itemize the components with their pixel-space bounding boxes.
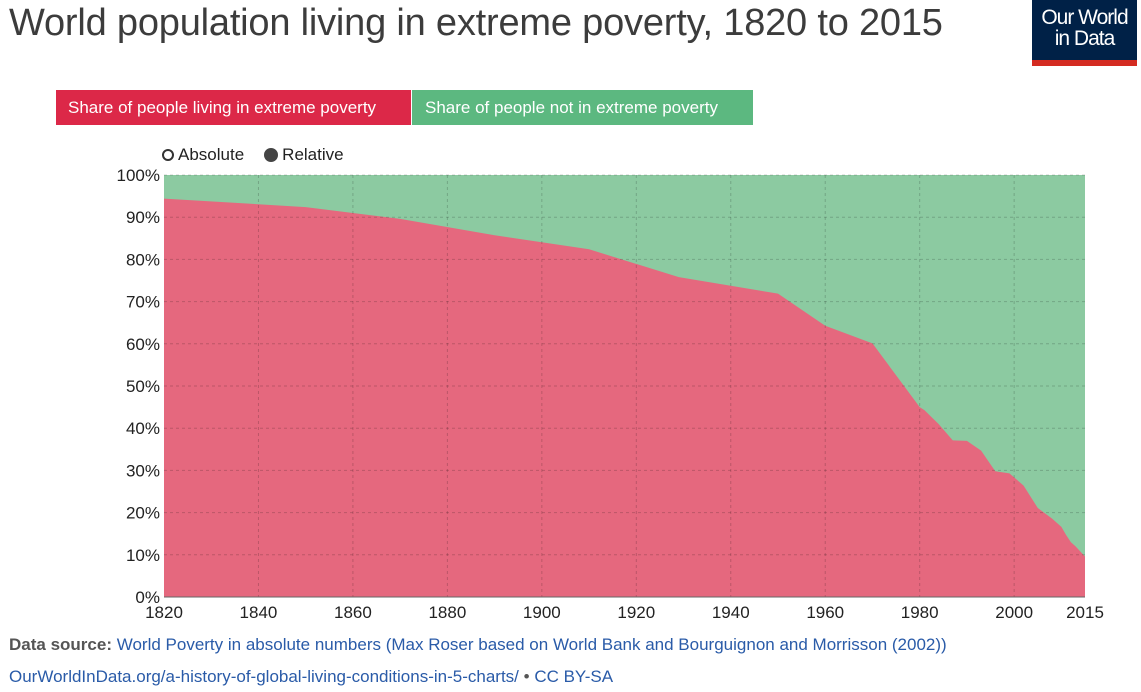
relative-option[interactable]: Relative (264, 145, 344, 165)
url-line: OurWorldInData.org/a-history-of-global-l… (9, 667, 613, 687)
data-source-link[interactable]: World Poverty in absolute numbers (Max R… (116, 635, 947, 654)
article-url-link[interactable]: OurWorldInData.org/a-history-of-global-l… (9, 667, 519, 686)
y-tick-label: 40% (126, 419, 160, 438)
area-chart: 0% 10% 20% 30% 40% 50% 60% 70% 80% 90% 100% 1820 184… (117, 166, 1104, 622)
x-tick-label: 2000 (995, 603, 1033, 622)
x-tick-label: 1980 (901, 603, 939, 622)
chart-legend: Share of people living in extreme povert… (56, 90, 753, 125)
owid-logo[interactable]: Our World in Data (1032, 0, 1137, 66)
separator: • (523, 667, 530, 686)
legend-key-extreme-poverty[interactable]: Share of people living in extreme povert… (56, 90, 411, 125)
y-tick-label: 90% (126, 208, 160, 227)
logo-line-2: in Data (1054, 27, 1116, 50)
x-tick-label: 1880 (428, 603, 466, 622)
data-source-label: Data source: (9, 635, 112, 654)
y-tick-label: 30% (126, 461, 160, 480)
x-tick-label: 1820 (145, 603, 183, 622)
license-link[interactable]: CC BY-SA (534, 667, 614, 686)
data-source-line: Data source: World Poverty in absolute n… (9, 635, 947, 655)
relative-label: Relative (282, 145, 344, 164)
legend-key-not-extreme-poverty[interactable]: Share of people not in extreme poverty (412, 90, 753, 125)
area-extreme-poverty (164, 198, 1085, 597)
y-tick-label: 80% (126, 250, 160, 269)
x-tick-label: 1940 (712, 603, 750, 622)
absolute-option[interactable]: Absolute (162, 145, 244, 165)
x-tick-label: 1920 (617, 603, 655, 622)
x-tick-label: 1960 (806, 603, 844, 622)
y-tick-label: 10% (126, 546, 160, 565)
relative-radio-icon[interactable] (264, 148, 279, 162)
y-tick-label: 100% (117, 166, 160, 185)
x-tick-label: 2015 (1066, 603, 1104, 622)
x-tick-label: 1860 (334, 603, 372, 622)
chart-title: World population living in extreme pover… (9, 2, 943, 44)
y-tick-label: 20% (126, 504, 160, 523)
y-tick-label: 50% (126, 377, 160, 396)
stack-mode-toggle: Absolute Relative (162, 145, 364, 165)
y-tick-label: 70% (126, 293, 160, 312)
logo-line-1: Our World (1041, 6, 1128, 29)
absolute-radio-icon[interactable] (162, 149, 174, 161)
absolute-label: Absolute (178, 145, 245, 164)
x-tick-label: 1900 (523, 603, 561, 622)
y-tick-label: 60% (126, 335, 160, 354)
y-tick-label: 0% (135, 588, 160, 607)
x-tick-label: 1840 (240, 603, 278, 622)
